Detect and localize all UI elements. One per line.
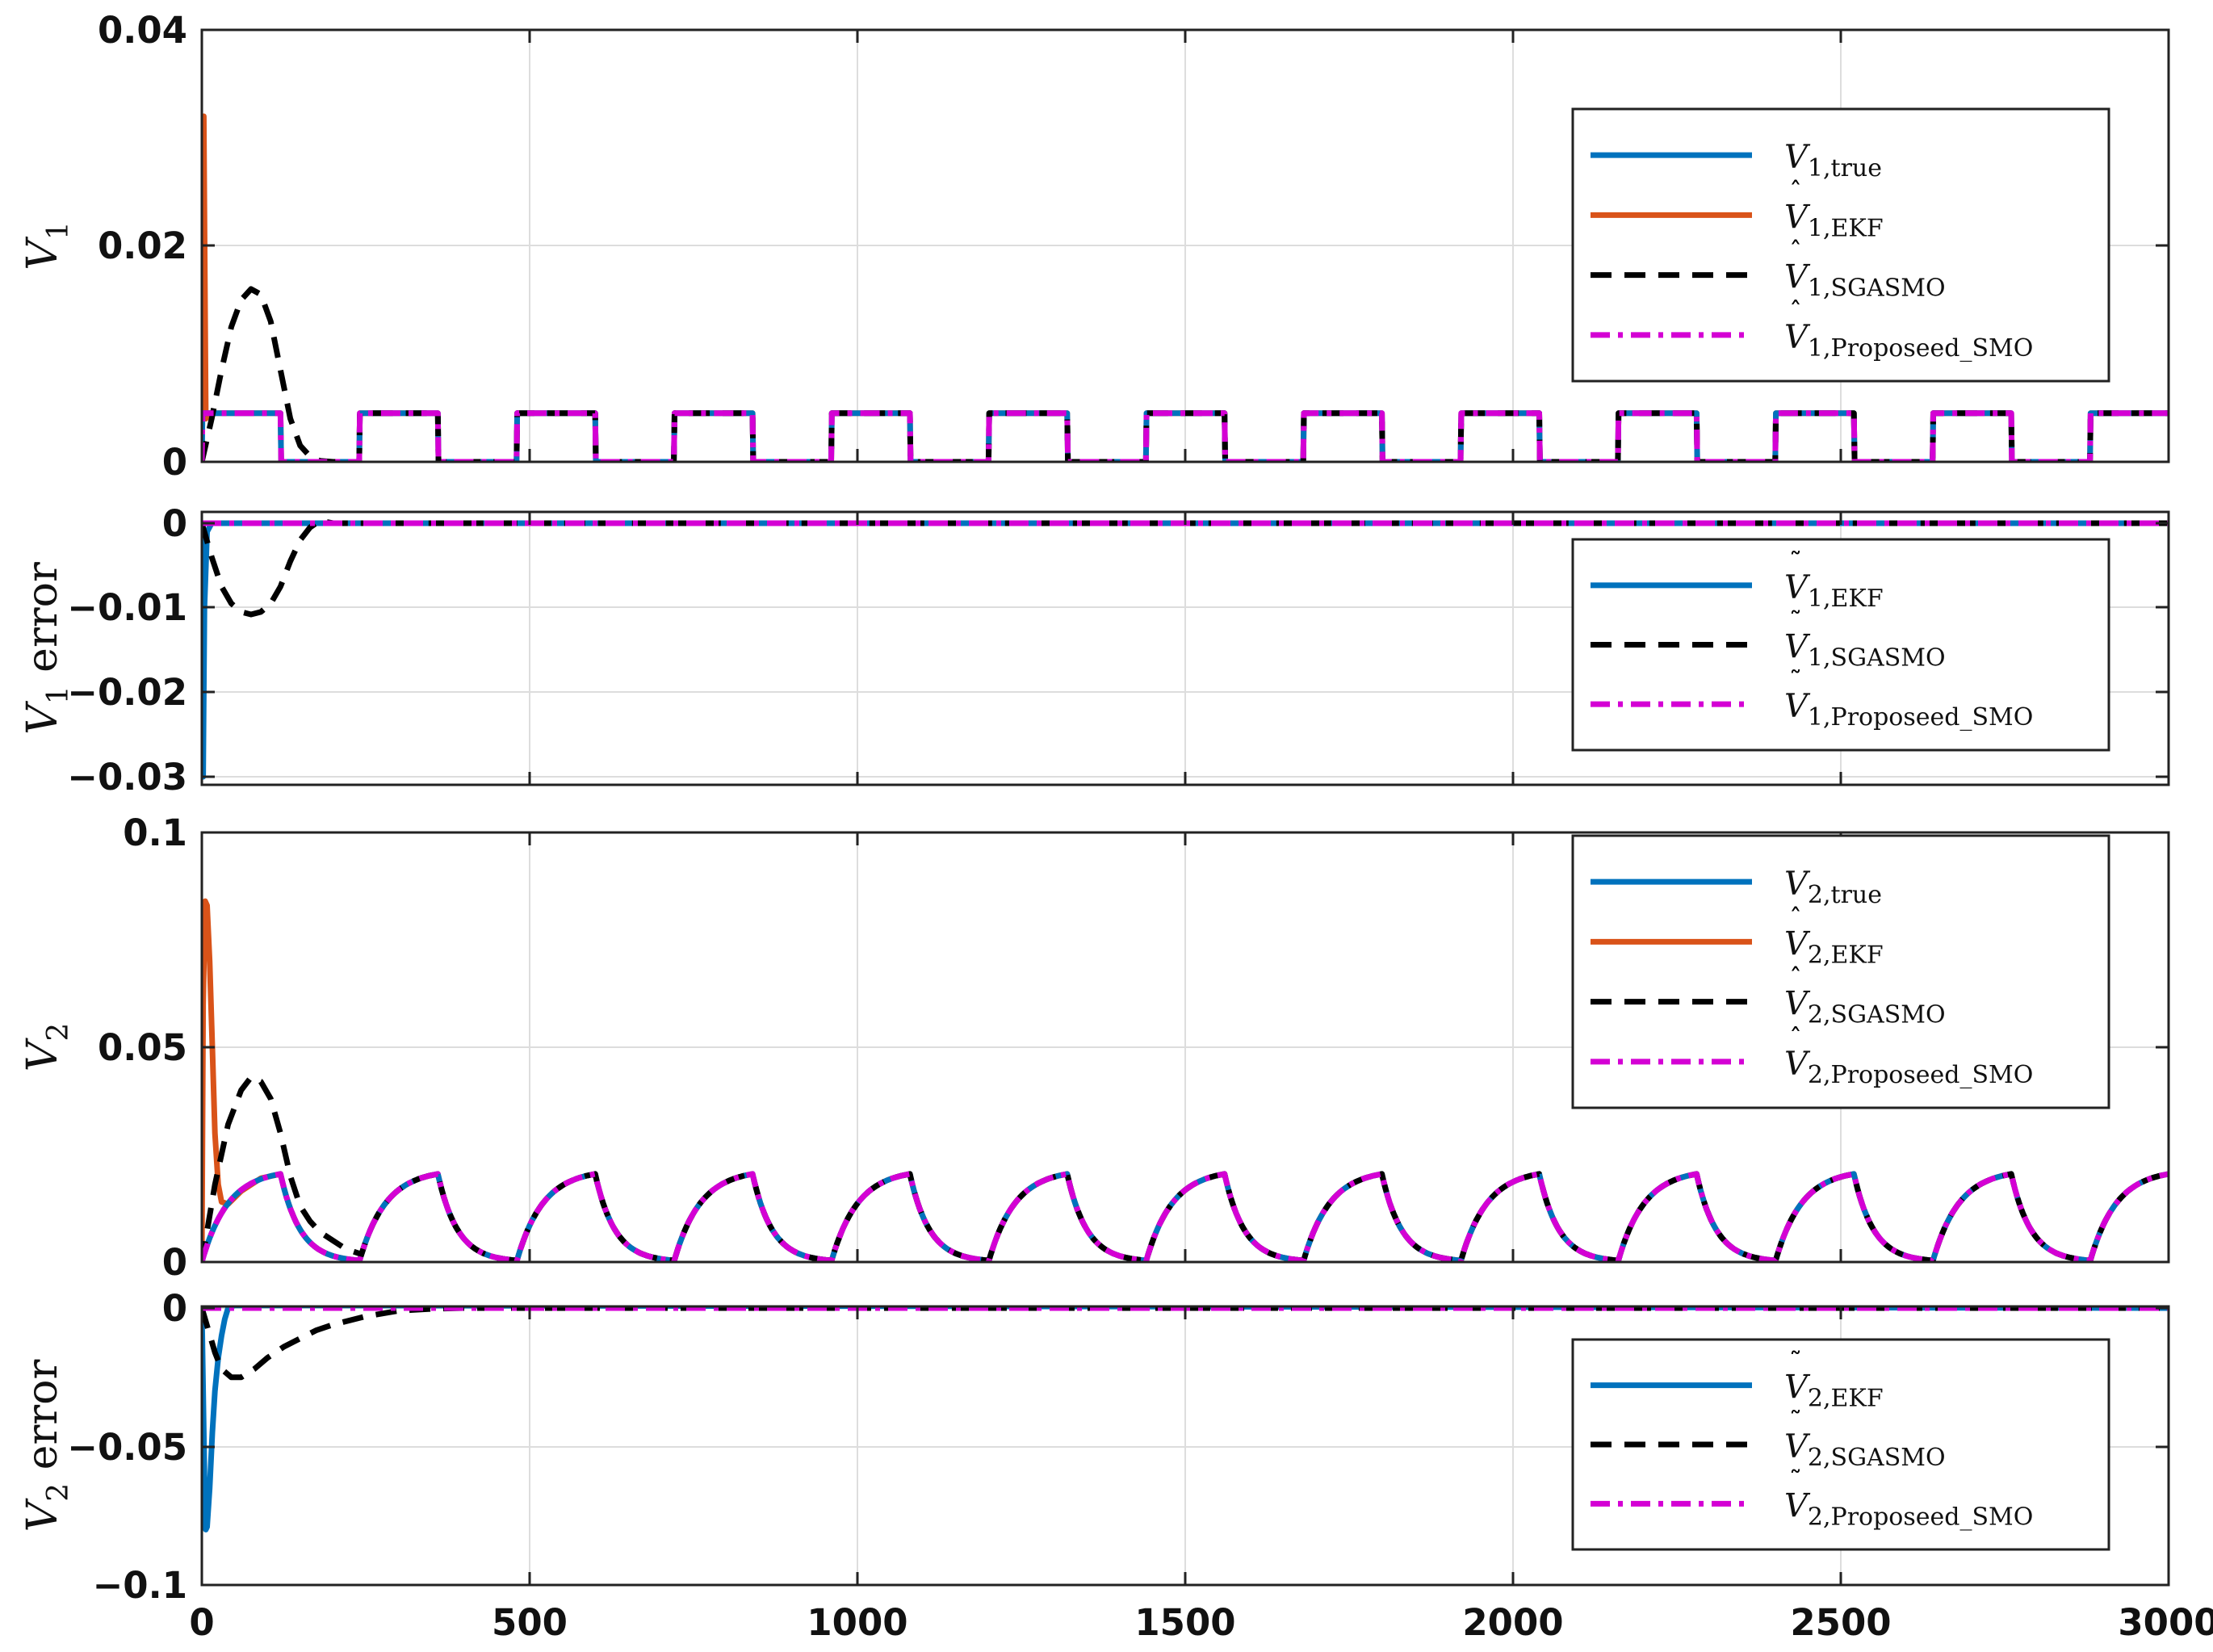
panel-4: 0−0.05−0.1V2 error V2,EKF˜V2,SGASMO˜V2,Pr… — [19, 1287, 2170, 1607]
y-tick-label: 0 — [162, 1287, 187, 1330]
legend-accent: ˜ — [1789, 665, 1802, 696]
legend-accent: ˆ — [1789, 237, 1802, 267]
legend-label: V1,EKF — [1784, 199, 1884, 242]
series-group — [202, 113, 2169, 462]
series-group — [202, 898, 2169, 1262]
y-axis-label: V1 — [19, 221, 75, 270]
legend-label: V2,Proposeed_SMO — [1784, 1487, 2033, 1531]
legend-label: V1,Proposeed_SMO — [1784, 319, 2033, 363]
y-tick-label: −0.02 — [67, 671, 187, 714]
legend-accent: ˆ — [1789, 903, 1802, 933]
legend-accent: ˜ — [1789, 1406, 1802, 1436]
y-axis-label: V1 error — [19, 562, 75, 735]
legend-accent: ˜ — [1789, 547, 1802, 577]
legend-label: V2,Proposeed_SMO — [1784, 1046, 2033, 1089]
panel-3: 00.050.1V2V2,trueV2,EKFˆV2,SGASMOˆV2,Pro… — [19, 811, 2170, 1284]
y-tick-label: −0.01 — [67, 586, 187, 629]
y-tick-label: 0.02 — [98, 224, 187, 267]
legend-label: V1,EKF — [1784, 569, 1884, 613]
legend: V2,EKF˜V2,SGASMO˜V2,Proposeed_SMO˜ — [1571, 1338, 2110, 1551]
legend-label: V1,true — [1784, 139, 1882, 182]
x-tick-label: 3000 — [2118, 1601, 2213, 1644]
series-line-4 — [202, 1171, 2169, 1262]
legend-label: V1,Proposeed_SMO — [1784, 688, 2033, 732]
y-axis-label: V2 — [19, 1023, 75, 1071]
series-line-3 — [202, 286, 2169, 462]
legend-label: V1,SGASMO — [1784, 629, 1946, 673]
series-line-1 — [202, 1306, 2169, 1533]
legend-label: V2,SGASMO — [1784, 1428, 1946, 1472]
y-tick-label: −0.05 — [67, 1426, 187, 1469]
legend-label: V2,EKF — [1784, 1369, 1884, 1413]
y-tick-label: 0 — [162, 441, 187, 484]
x-tick-label: 500 — [492, 1601, 568, 1644]
y-tick-label: 0 — [162, 502, 187, 545]
legend: V1,EKF˜V1,SGASMO˜V1,Proposeed_SMO˜ — [1571, 538, 2110, 752]
y-tick-label: 0.1 — [123, 811, 187, 854]
y-tick-label: 0.05 — [98, 1026, 187, 1069]
x-tick-label: 0 — [189, 1601, 214, 1644]
legend: V2,trueV2,EKFˆV2,SGASMOˆV2,Proposeed_SMO… — [1571, 834, 2110, 1109]
x-tick-label: 2000 — [1462, 1601, 1563, 1644]
panel-1: 00.020.04V1V1,trueV1,EKFˆV1,SGASMOˆV1,Pr… — [19, 9, 2170, 484]
legend-label: V2,true — [1784, 866, 1882, 909]
y-tick-label: 0.04 — [98, 9, 187, 52]
legend-label: V1,SGASMO — [1784, 259, 1946, 303]
legend-label: V2,EKF — [1784, 925, 1884, 969]
y-tick-label: −0.1 — [93, 1564, 187, 1607]
y-axis-label: V2 error — [19, 1360, 75, 1533]
x-tick-label: 1500 — [1134, 1601, 1235, 1644]
legend-accent: ˆ — [1789, 296, 1802, 327]
legend-accent: ˜ — [1789, 1465, 1802, 1495]
legend: V1,trueV1,EKFˆV1,SGASMOˆV1,Proposeed_SMO… — [1571, 107, 2110, 383]
legend-accent: ˆ — [1789, 963, 1802, 994]
legend-accent: ˆ — [1789, 176, 1802, 207]
series-line-2 — [202, 518, 2169, 618]
x-tick-label: 1000 — [807, 1601, 907, 1644]
x-tick-label: 2500 — [1790, 1601, 1891, 1644]
series-line-4 — [202, 410, 2169, 462]
y-tick-label: −0.03 — [67, 756, 187, 799]
legend-accent: ˜ — [1789, 606, 1802, 637]
y-tick-label: 0 — [162, 1241, 187, 1284]
legend-accent: ˜ — [1789, 1347, 1802, 1377]
legend-label: V2,SGASMO — [1784, 986, 1946, 1029]
legend-accent: ˆ — [1789, 1023, 1802, 1054]
